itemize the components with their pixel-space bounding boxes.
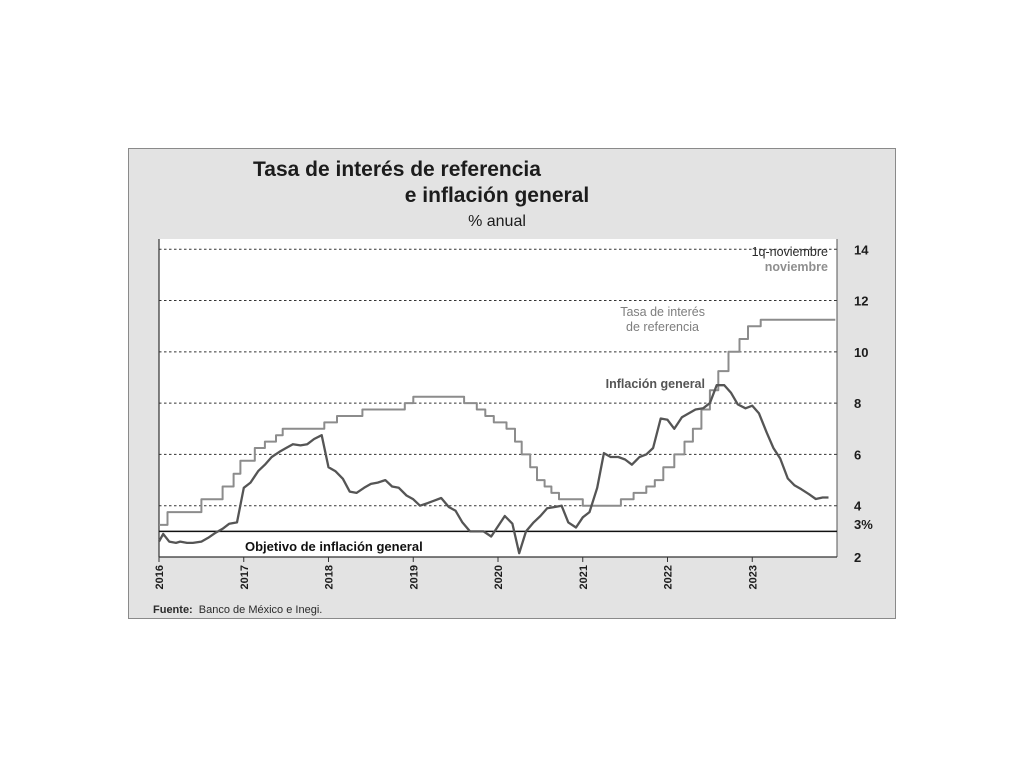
x-tick-label-2022: 2022 xyxy=(663,565,675,589)
series-label-inflacion: Inflación general xyxy=(606,377,705,391)
series-line-inflacion xyxy=(157,384,829,555)
x-tick-label-2019: 2019 xyxy=(408,565,420,589)
chart-panel: Tasa de interés de referencia e inflació… xyxy=(128,148,896,619)
x-tick-label-2021: 2021 xyxy=(578,565,590,589)
series-line-tasa xyxy=(159,318,836,526)
source-note: Fuente: Banco de México e Inegi. xyxy=(153,604,322,616)
y-tick-label-4: 4 xyxy=(854,499,862,514)
target-value-label: 3% xyxy=(854,517,873,532)
series-label-tasa-line2: de referencia xyxy=(626,320,699,334)
y-tick-label-8: 8 xyxy=(854,396,861,411)
x-tick-label-2020: 2020 xyxy=(493,565,505,589)
legend-top-line2: noviembre xyxy=(765,260,828,274)
y-tick-label-10: 10 xyxy=(854,345,868,360)
plot-area xyxy=(159,239,837,557)
y-tick-label-12: 12 xyxy=(854,294,868,309)
target-label: Objetivo de inflación general xyxy=(245,539,423,554)
x-tick-label-2023: 2023 xyxy=(747,565,759,589)
y-tick-label-14: 14 xyxy=(854,242,869,257)
x-tick-label-2016: 2016 xyxy=(154,565,166,589)
chart-svg: Tasa de interés de referencia e inflació… xyxy=(153,158,873,616)
chart-title-line2: e inflación general xyxy=(405,184,589,207)
x-tick-label-2018: 2018 xyxy=(324,565,336,589)
y-tick-label-2: 2 xyxy=(854,550,861,565)
chart-title-line1: Tasa de interés de referencia xyxy=(253,158,541,181)
chart-subtitle: % anual xyxy=(468,213,526,230)
x-tick-label-2017: 2017 xyxy=(239,565,251,589)
source-bold: Fuente: xyxy=(153,604,193,616)
legend-top-line1: 1q-noviembre xyxy=(752,245,828,259)
source-text: Banco de México e Inegi. xyxy=(199,604,323,616)
series-label-tasa-line1: Tasa de interés xyxy=(620,305,705,319)
y-tick-label-6: 6 xyxy=(854,447,861,462)
